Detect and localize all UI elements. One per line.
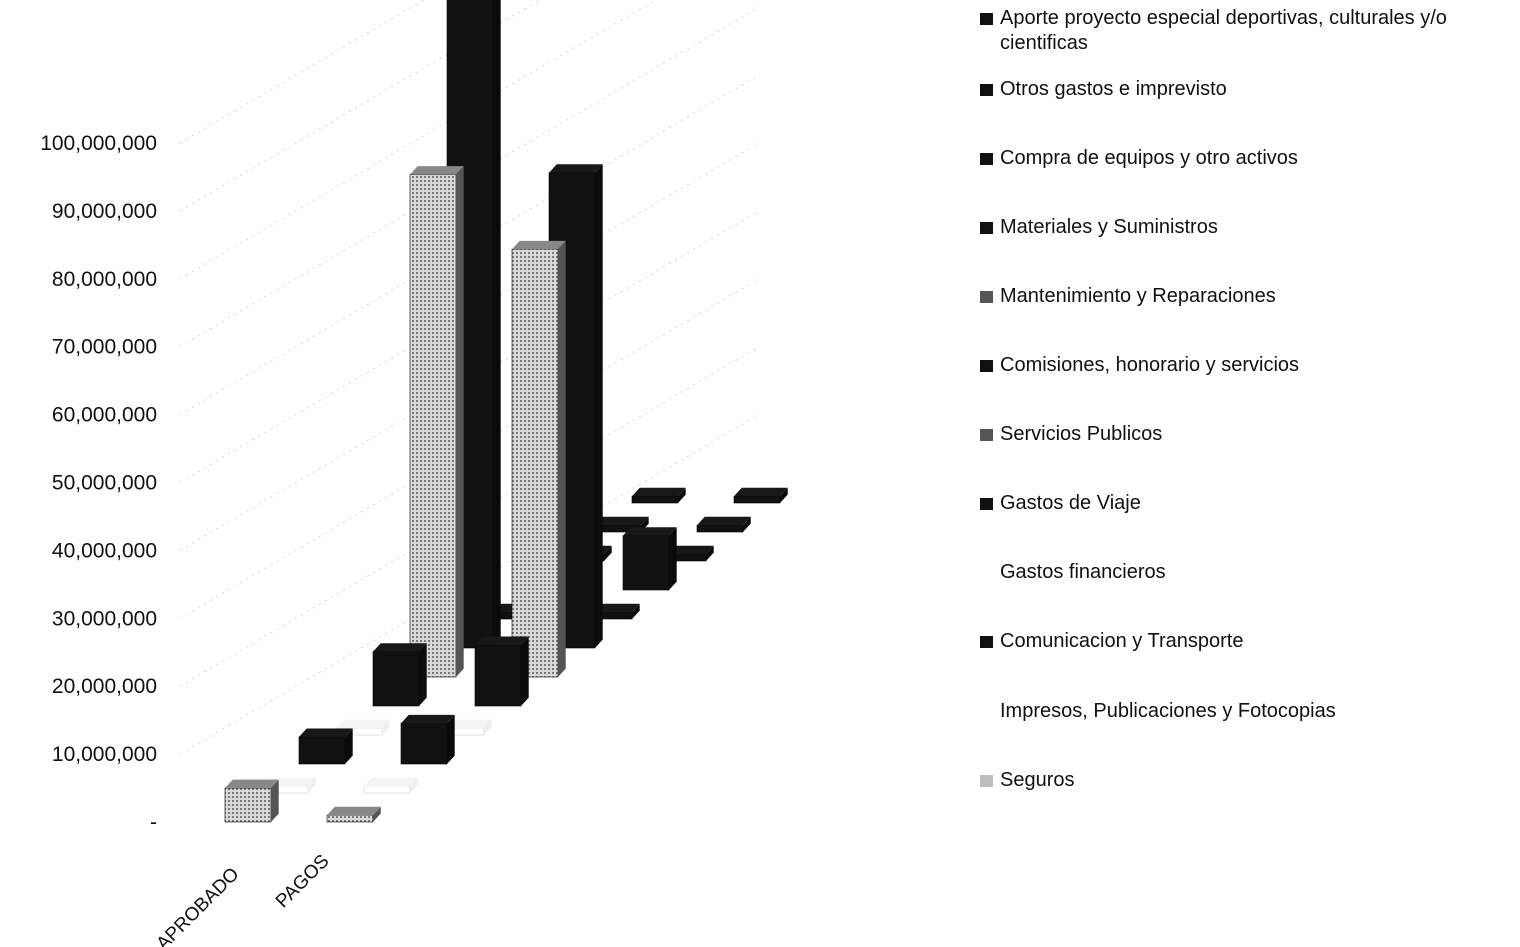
gridline — [179, 0, 425, 144]
y-tick-label: 10,000,000 — [52, 743, 157, 766]
legend-swatch — [980, 84, 993, 96]
y-tick-label: 80,000,000 — [52, 268, 157, 291]
bars-group — [224, 0, 788, 823]
bar-0-0 — [631, 487, 686, 504]
bar-1-7 — [474, 636, 529, 707]
bar-0-5 — [446, 0, 501, 649]
bar-1-10 — [363, 777, 418, 794]
legend-item: Impresos, Publicaciones y Fotocopias — [978, 699, 1520, 724]
legend-item: Materiales y Suministros — [978, 215, 1520, 240]
legend-label: Mantenimiento y Reparaciones — [1000, 285, 1276, 307]
y-tick-label: 70,000,000 — [52, 336, 157, 359]
y-tick-label: 50,000,000 — [52, 472, 157, 495]
legend-label: Materiales y Suministros — [1000, 216, 1218, 238]
x-axis: APROBADO PAGOS — [153, 851, 334, 947]
bar-1-9 — [400, 714, 455, 765]
legend-swatch — [980, 498, 993, 510]
legend-label: Impresos, Publicaciones y Fotocopias — [1000, 700, 1336, 722]
legend-item: Comunicacion y Transporte — [978, 629, 1520, 654]
bar-0-11 — [224, 779, 279, 823]
legend-item: Gastos de Viaje — [978, 491, 1520, 516]
legend-item: Comisiones, honorario y servicios — [978, 353, 1520, 378]
legend-item: Aporte proyecto especial deportivas, cul… — [978, 6, 1520, 56]
legend-label: Gastos financieros — [1000, 561, 1166, 583]
y-tick-label: 100,000,000 — [40, 132, 157, 155]
legend-item: Compra de equipos y otro activos — [978, 146, 1520, 171]
bar-0-9 — [298, 728, 353, 765]
legend-swatch — [980, 775, 993, 787]
legend-swatch — [980, 13, 993, 25]
bar-1-0 — [733, 487, 788, 504]
y-tick-label: 90,000,000 — [52, 200, 157, 223]
legend-swatch — [980, 636, 993, 648]
legend-swatch — [980, 706, 993, 718]
legend-item: Otros gastos e imprevisto — [978, 77, 1520, 102]
legend-label: Aporte proyecto especial deportivas, cul… — [1000, 7, 1447, 54]
legend-label: Comisiones, honorario y servicios — [1000, 354, 1300, 376]
legend-item: Mantenimiento y Reparaciones — [978, 284, 1520, 309]
legend-label: Seguros — [1000, 769, 1075, 791]
legend-label: Gastos de Viaje — [1000, 492, 1141, 514]
legend-swatch — [980, 153, 993, 165]
legend-label: Comunicacion y Transporte — [1000, 630, 1244, 652]
bar-1-6 — [511, 240, 566, 678]
x-category-label: APROBADO — [153, 864, 244, 947]
legend-item: Servicios Publicos — [978, 422, 1520, 447]
legend-label: Servicios Publicos — [1000, 423, 1163, 445]
y-tick-label: - — [150, 811, 157, 834]
y-tick-label: 20,000,000 — [52, 675, 157, 698]
legend-swatch — [980, 360, 993, 372]
x-category-label: PAGOS — [272, 851, 334, 913]
bar-0-8 — [335, 719, 390, 736]
y-axis: - 10,000,000 20,000,000 30,000,000 40,000,00… — [40, 132, 157, 834]
legend-label: Compra de equipos y otro activos — [1000, 147, 1298, 169]
y-tick-label: 60,000,000 — [52, 404, 157, 427]
y-tick-label: 40,000,000 — [52, 539, 157, 562]
bar-1-11 — [326, 806, 381, 823]
legend-label: Otros gastos e imprevisto — [1000, 78, 1227, 100]
bar-1-3 — [622, 527, 677, 591]
legend-item: Seguros — [978, 768, 1520, 793]
bar-0-7 — [372, 643, 427, 707]
legend-item: Gastos financieros — [978, 560, 1520, 585]
legend-swatch — [980, 291, 993, 303]
bar-1-1 — [696, 516, 751, 533]
y-tick-label: 30,000,000 — [52, 607, 157, 630]
bar-0-6 — [409, 166, 464, 678]
legend-swatch — [980, 222, 993, 234]
legend-swatch — [980, 567, 993, 579]
legend-swatch — [980, 429, 993, 441]
